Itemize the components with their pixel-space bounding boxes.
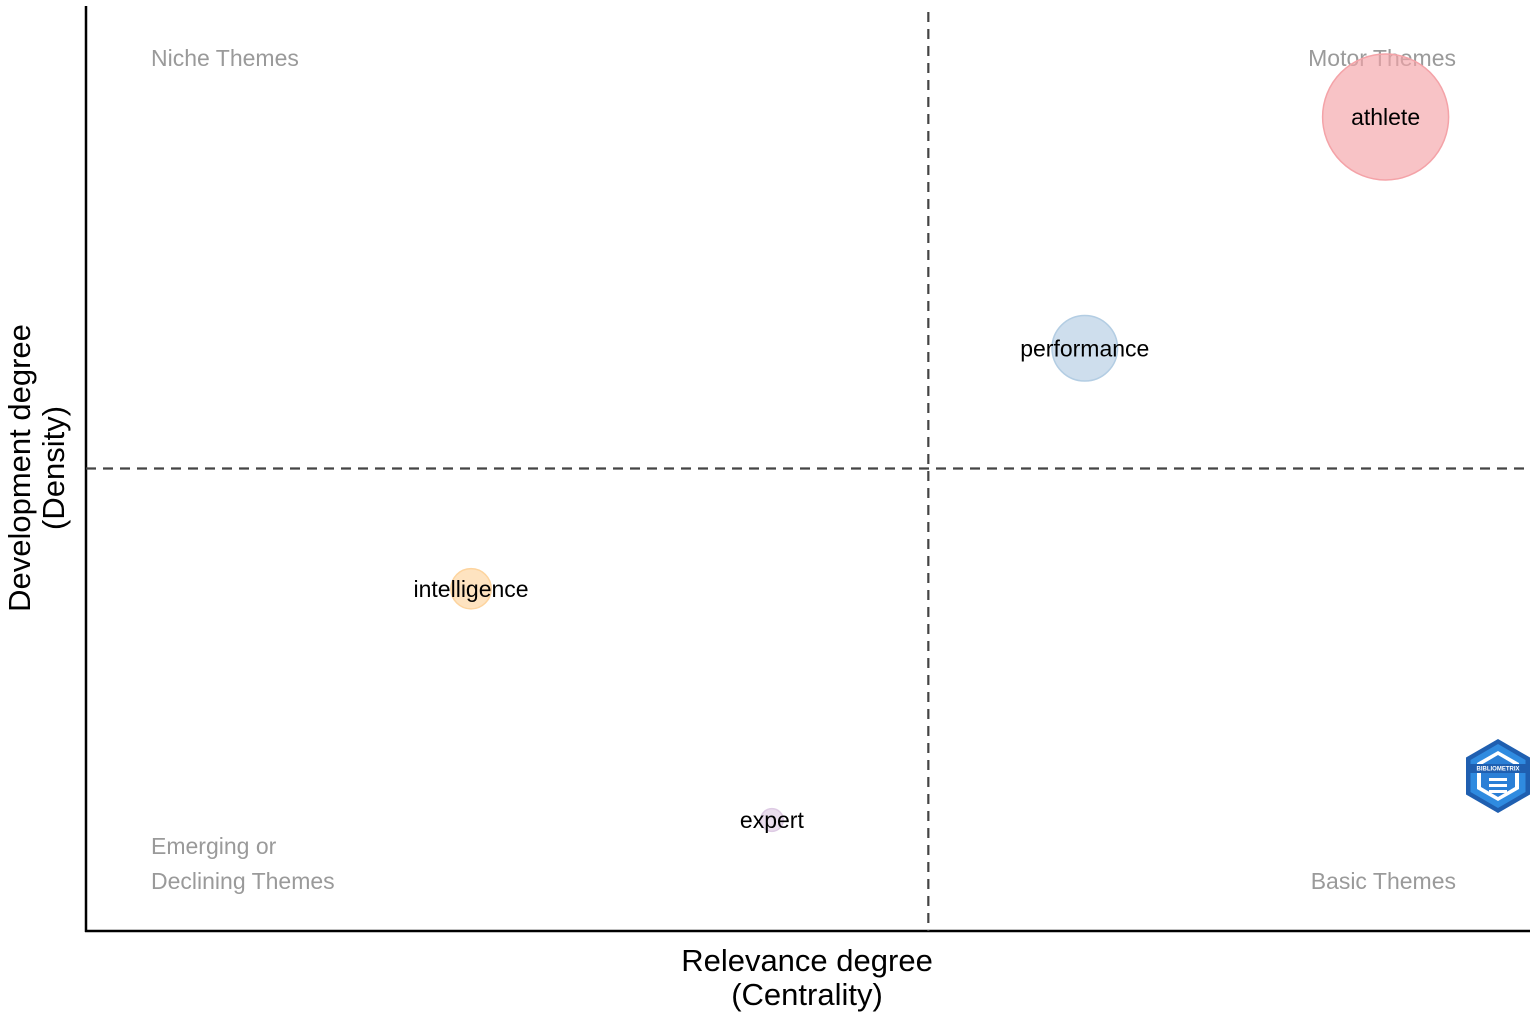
bubble-label-athlete: athlete [1351,104,1420,130]
quadrant-label-emerging-line2: Declining Themes [151,868,335,894]
bubble-performance [1051,314,1119,382]
bubble-label-expert: expert [740,807,805,833]
bubble-intelligence [450,567,492,610]
bubble-label-performance: performance [1020,335,1149,361]
logo-lettering: BIBLIOMETRIX [1477,767,1520,773]
x-axis-title-line1: Relevance degree [681,943,933,978]
x-axis-title-line2: (Centrality) [731,977,883,1012]
quadrant-label-emerging-line1: Emerging or [151,833,277,859]
bubble-label-layer: athlete performance intelligence expert [414,104,1421,833]
y-axis-title-line2: (Density) [36,406,71,530]
bubble-athlete [1321,53,1450,181]
bubble-label-intelligence: intelligence [414,576,529,602]
bubble-expert [759,807,784,833]
quadrant-label-basic: Basic Themes [1311,868,1456,894]
y-axis-title-line1: Development degree [2,324,37,612]
quadrant-label-niche: Niche Themes [151,45,299,71]
bibliometrix-logo: BIBLIOMETRIX [1466,739,1530,813]
bubble-layer [450,53,1450,833]
